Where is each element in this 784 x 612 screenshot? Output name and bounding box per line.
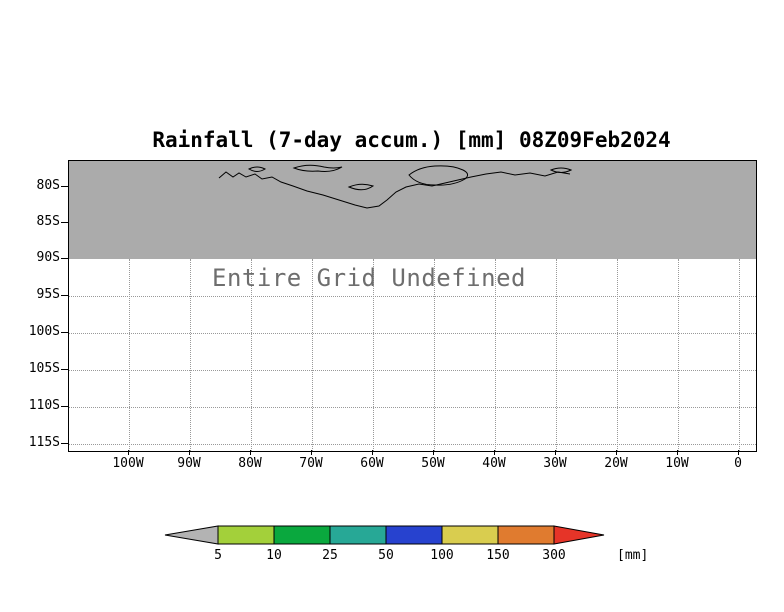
colorbar-level-label: 25 [322,548,338,563]
x-tick-label: 80W [238,456,262,471]
x-tick-label: 30W [543,456,567,471]
vertical-gridline [190,259,191,451]
colorbar: 5 10 25 50 100 150 300 [mm] [164,525,648,563]
y-tick-mark [61,332,68,333]
x-tick-label: 60W [360,456,384,471]
plot-area: Entire Grid Undefined [68,160,757,452]
x-tick-mark [372,450,373,455]
colorbar-segment [497,525,555,545]
horizontal-gridline [69,333,756,334]
y-tick-label: 95S [36,287,60,302]
undefined-grid-label: Entire Grid Undefined [212,264,526,292]
x-tick-mark [128,450,129,455]
x-tick-mark [738,450,739,455]
vertical-gridline [251,259,252,451]
colorbar-unit-label: [mm] [617,548,648,563]
vertical-gridline [678,259,679,451]
x-tick-label: 0 [734,456,742,471]
y-tick-label: 115S [28,435,60,450]
vertical-gridline [129,259,130,451]
y-tick-label: 85S [36,214,60,229]
colorbar-level-label: 150 [486,548,509,563]
colorbar-segment [273,525,331,545]
undefined-shaded-region [69,161,756,259]
colorbar-level-label: 300 [542,548,565,563]
colorbar-segment [385,525,443,545]
vertical-gridline [495,259,496,451]
x-tick-label: 40W [482,456,506,471]
colorbar-segment [329,525,387,545]
x-tick-label: 10W [665,456,689,471]
x-tick-mark [250,450,251,455]
x-tick-mark [677,450,678,455]
y-tick-mark [61,222,68,223]
x-tick-mark [555,450,556,455]
y-tick-label: 105S [28,361,60,376]
island-contour [549,167,573,173]
x-tick-label: 100W [112,456,144,471]
colorbar-segment [217,525,275,545]
y-tick-label: 90S [36,250,60,265]
horizontal-gridline [69,296,756,297]
horizontal-gridline [69,370,756,371]
y-tick-mark [61,406,68,407]
x-tick-mark [494,450,495,455]
y-tick-mark [61,258,68,259]
island-contour [347,183,375,191]
vertical-gridline [373,259,374,451]
y-tick-label: 100S [28,324,60,339]
vertical-gridline [739,259,740,451]
colorbar-segment [441,525,499,545]
y-tick-mark [61,295,68,296]
coastline-contour [218,164,573,209]
chart-title: Rainfall (7-day accum.) [mm] 08Z09Feb202… [152,128,671,152]
x-tick-mark [311,450,312,455]
x-tick-label: 20W [604,456,628,471]
island-contour [292,164,343,172]
horizontal-gridline [69,407,756,408]
y-tick-label: 110S [28,398,60,413]
y-tick-mark [61,443,68,444]
vertical-gridline [556,259,557,451]
x-tick-mark [189,450,190,455]
coastline-path [218,171,571,209]
colorbar-level-label: 100 [430,548,453,563]
vertical-gridline [434,259,435,451]
horizontal-gridline [69,444,756,445]
vertical-gridline [617,259,618,451]
x-tick-label: 90W [177,456,201,471]
x-tick-mark [433,450,434,455]
island-contour [247,166,267,172]
vertical-gridline [312,259,313,451]
colorbar-level-label: 5 [214,548,222,563]
y-tick-mark [61,186,68,187]
x-tick-label: 50W [421,456,445,471]
colorbar-right-arrow [553,525,605,545]
x-tick-mark [616,450,617,455]
y-tick-mark [61,369,68,370]
colorbar-level-label: 50 [378,548,394,563]
colorbar-level-label: 10 [266,548,282,563]
x-tick-label: 70W [299,456,323,471]
y-tick-label: 80S [36,178,60,193]
colorbar-left-arrow [164,525,219,545]
island-contour [408,165,469,186]
